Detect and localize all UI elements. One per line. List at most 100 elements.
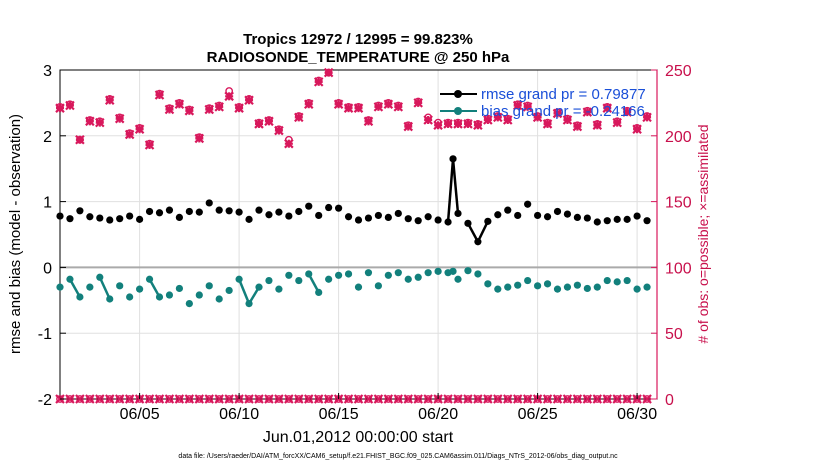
obs-assimilated-marker <box>55 103 65 113</box>
obs-unused-possible-marker <box>553 395 562 403</box>
obs-assimilated-marker <box>512 100 523 111</box>
obs-assimilated-marker <box>403 121 414 132</box>
rmse-point <box>354 216 363 224</box>
obs-unused-stroke <box>403 394 414 404</box>
obs-unused-assimilated-marker <box>343 394 354 404</box>
obs-unused-stroke <box>572 394 583 404</box>
bias-point <box>165 291 174 299</box>
obs-unused-stroke <box>85 394 95 404</box>
obs-unused-stroke <box>463 394 473 404</box>
obs-unused-stroke <box>343 394 354 404</box>
bias-point <box>275 285 283 293</box>
rmse-point <box>275 208 283 216</box>
bias-point <box>295 276 303 285</box>
bias-point <box>543 280 552 288</box>
bias-point <box>534 282 542 290</box>
rmse-point <box>175 213 183 221</box>
obs-unused-assimilated-marker <box>502 394 513 404</box>
obs-unused-assimilated-marker <box>542 394 553 404</box>
bias-point <box>215 295 223 303</box>
obs-unused-assimilated-marker <box>622 394 632 404</box>
obs-unused-possible-marker <box>394 395 403 403</box>
obs-unused-assimilated-marker <box>124 394 135 404</box>
obs-unused-possible-marker <box>414 395 423 403</box>
obs-unused-possible-marker <box>464 395 472 403</box>
bias-line-segment <box>98 276 111 300</box>
obs-unused-possible-marker <box>314 395 323 403</box>
obs-assimilated-marker <box>373 102 384 112</box>
obs-unused-assimilated-marker <box>154 394 165 404</box>
x-tick-label: 06/25 <box>518 406 558 423</box>
obs-unused-possible-marker <box>643 395 651 403</box>
rmse-point <box>449 155 457 163</box>
bias-point <box>325 275 333 283</box>
rmse-point <box>504 206 512 214</box>
obs-unused-stroke <box>194 394 205 404</box>
bias-point <box>603 276 611 285</box>
obs-unused-assimilated-marker <box>373 394 384 404</box>
rmse-point <box>325 203 333 212</box>
y-tick-label-right: 50 <box>665 326 683 343</box>
bias-point <box>66 275 74 283</box>
bias-point <box>315 288 323 297</box>
obs-assimilated-marker <box>572 121 583 132</box>
obs-unused-assimilated-marker <box>75 394 85 404</box>
obs-unused-assimilated-marker <box>363 394 374 404</box>
obs-assimilated-marker <box>244 95 254 106</box>
rmse-point <box>553 207 562 216</box>
obs-unused-possible-marker <box>304 395 313 403</box>
bias-point <box>514 281 522 289</box>
obs-unused-possible-marker <box>473 395 482 403</box>
obs-assimilated-marker <box>303 99 314 109</box>
rmse-point <box>404 215 412 223</box>
bias-point <box>116 282 124 290</box>
obs-unused-possible-marker <box>613 395 622 403</box>
rmse-point <box>454 209 462 218</box>
bias-point <box>414 273 422 281</box>
rmse-point <box>434 216 442 224</box>
bias-point <box>136 285 144 293</box>
obs-unused-assimilated-marker <box>552 394 563 404</box>
rmse-point <box>155 209 164 217</box>
obs-unused-possible-marker <box>225 395 234 403</box>
y-tick-label-left: 2 <box>43 129 52 146</box>
obs-assimilated-marker <box>184 106 195 116</box>
obs-unused-stroke <box>373 394 384 404</box>
rmse-point <box>185 207 193 216</box>
obs-assimilated-marker <box>532 112 543 123</box>
obs-unused-assimilated-marker <box>264 394 274 404</box>
obs-unused-possible-marker <box>344 395 353 403</box>
obs-unused-stroke <box>612 394 622 404</box>
y-tick-label-right: 250 <box>665 63 692 80</box>
y-tick-label-left: 3 <box>43 63 52 80</box>
bias-point <box>583 284 591 293</box>
obs-assimilated-marker <box>502 115 513 125</box>
rmse-point <box>315 211 323 220</box>
bias-point <box>553 285 562 293</box>
bias-point <box>643 283 651 291</box>
data-file-footnote: data file: /Users/raeder/DAI/ATM_forcXX/… <box>178 453 618 460</box>
bias-point <box>474 270 482 278</box>
obs-unused-possible-marker <box>384 395 393 403</box>
obs-unused-assimilated-marker <box>85 394 95 404</box>
obs-unused-assimilated-marker <box>164 394 175 404</box>
bias-point <box>205 282 213 290</box>
obs-unused-possible-marker <box>483 395 492 403</box>
rmse-point <box>56 212 64 220</box>
rmse-point <box>583 214 591 222</box>
obs-assimilated-marker <box>473 120 483 131</box>
obs-unused-assimilated-marker <box>463 394 473 404</box>
obs-unused-stroke <box>154 394 165 404</box>
obs-assimilated-marker <box>164 104 175 115</box>
bias-point <box>195 291 203 299</box>
x-tick-label: 06/10 <box>219 406 259 423</box>
obs-unused-stroke <box>254 394 264 404</box>
rmse-point <box>255 206 263 214</box>
bias-point <box>106 295 114 303</box>
obs-assimilated-marker <box>612 117 622 128</box>
obs-unused-stroke <box>363 394 374 404</box>
obs-assimilated-marker <box>602 103 613 113</box>
bias-point <box>593 283 601 291</box>
obs-unused-possible-marker <box>593 395 602 403</box>
y-tick-label-left: -1 <box>38 326 52 343</box>
